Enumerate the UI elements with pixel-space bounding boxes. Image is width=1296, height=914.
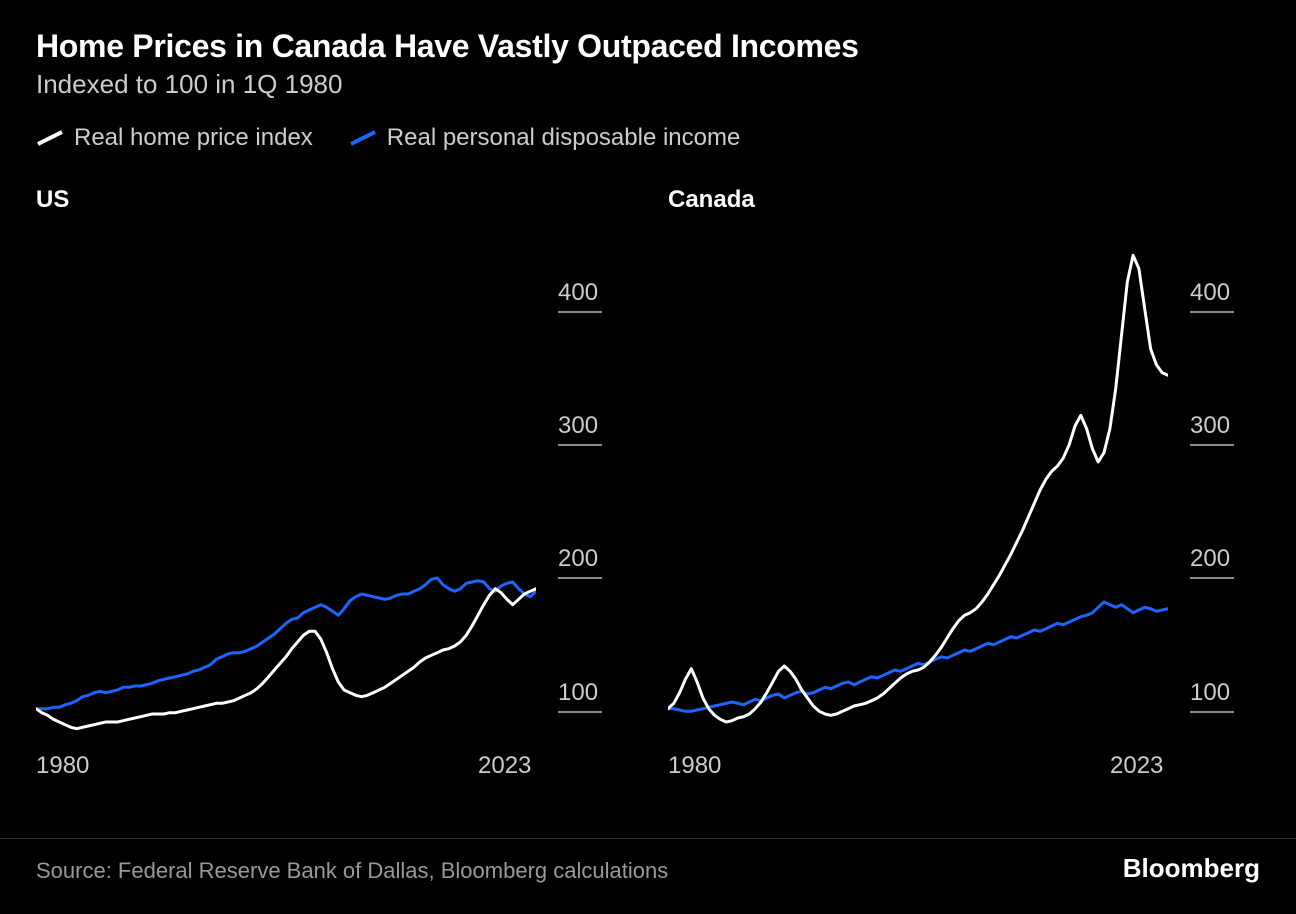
legend-item-price: Real home price index xyxy=(36,124,313,152)
y-tick-label: 300 xyxy=(558,412,598,440)
y-tick-label: 400 xyxy=(558,279,598,307)
x-tick-label-start: 1980 xyxy=(36,752,89,780)
x-tick-label-end: 2023 xyxy=(478,752,531,780)
panel-title-canada: Canada xyxy=(668,186,1260,214)
panel-canada: Canada 100 200 300 400 1980 2023 xyxy=(668,186,1260,802)
legend-item-income: Real personal disposable income xyxy=(349,124,741,152)
y-tick-underline xyxy=(558,444,602,446)
legend-swatch-price xyxy=(36,128,64,148)
y-tick-underline xyxy=(558,711,602,713)
series-line-price xyxy=(36,589,536,729)
footer-divider xyxy=(0,838,1296,839)
panel-us: US 100 200 300 400 1980 2023 xyxy=(36,186,628,802)
legend-label-income: Real personal disposable income xyxy=(387,124,741,152)
legend: Real home price index Real personal disp… xyxy=(36,124,1260,152)
series-line-income xyxy=(668,602,1168,711)
brand-logo: Bloomberg xyxy=(1123,853,1260,884)
y-tick-label: 100 xyxy=(1190,679,1230,707)
y-tick-underline xyxy=(558,311,602,313)
charts-row: US 100 200 300 400 1980 2023 Canada 100 200 300… xyxy=(36,186,1260,802)
y-tick-underline xyxy=(558,577,602,579)
y-tick-underline xyxy=(1190,444,1234,446)
panel-title-us: US xyxy=(36,186,628,214)
series-line-price xyxy=(668,255,1168,722)
y-tick-label: 200 xyxy=(1190,545,1230,573)
x-tick-label-end: 2023 xyxy=(1110,752,1163,780)
chart-title: Home Prices in Canada Have Vastly Outpac… xyxy=(36,28,1260,65)
y-tick-label: 300 xyxy=(1190,412,1230,440)
source-text: Source: Federal Reserve Bank of Dallas, … xyxy=(36,858,668,884)
y-tick-label: 400 xyxy=(1190,279,1230,307)
chart-subtitle: Indexed to 100 in 1Q 1980 xyxy=(36,69,1260,100)
chart-us: 100 200 300 400 1980 2023 xyxy=(36,242,626,802)
y-tick-underline xyxy=(1190,577,1234,579)
y-tick-label: 200 xyxy=(558,545,598,573)
legend-swatch-income xyxy=(349,128,377,148)
y-tick-underline xyxy=(1190,311,1234,313)
chart-canada: 100 200 300 400 1980 2023 xyxy=(668,242,1258,802)
x-tick-label-start: 1980 xyxy=(668,752,721,780)
y-tick-underline xyxy=(1190,711,1234,713)
legend-label-price: Real home price index xyxy=(74,124,313,152)
y-tick-label: 100 xyxy=(558,679,598,707)
